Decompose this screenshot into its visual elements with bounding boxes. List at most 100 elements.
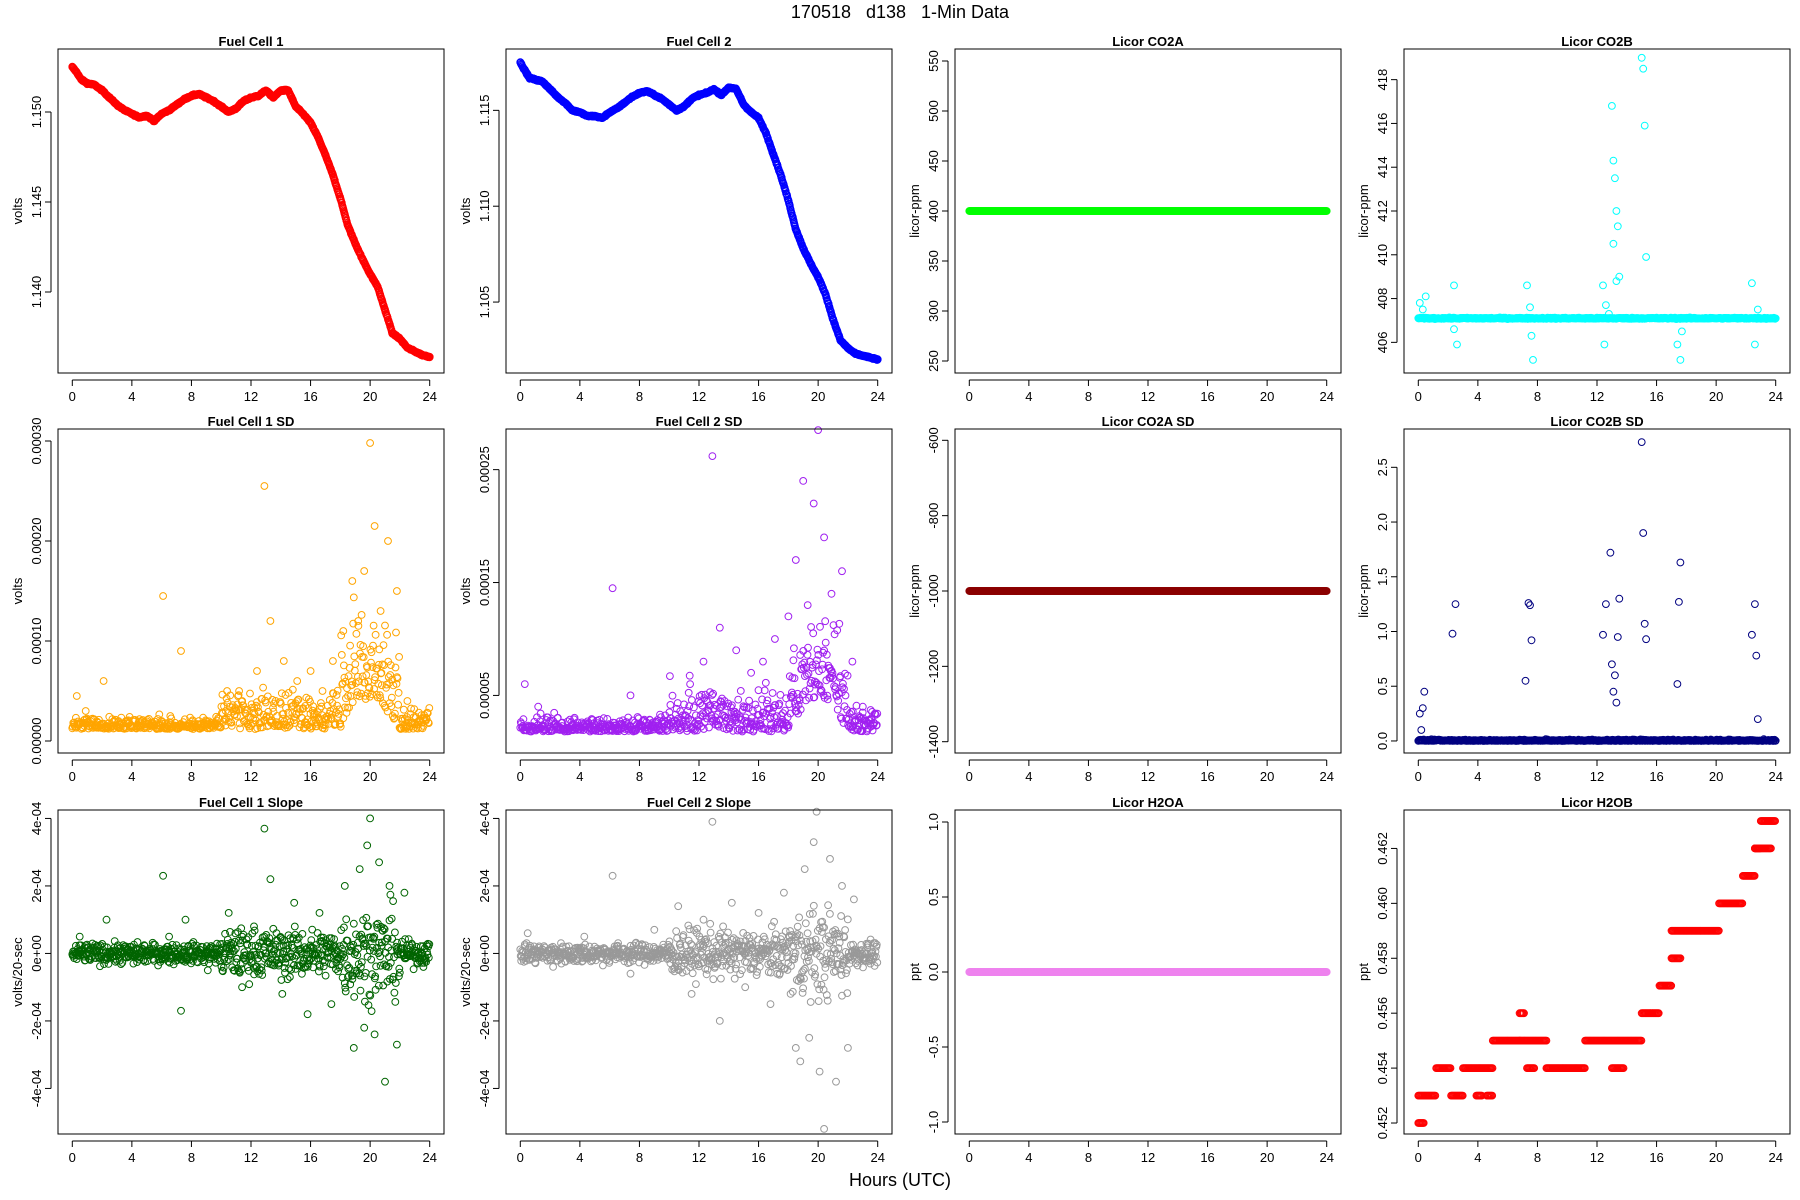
- data-point: [395, 653, 404, 661]
- data-point: [747, 668, 755, 677]
- data-point: [393, 587, 401, 595]
- data-point: [392, 628, 400, 637]
- data-point: [1640, 121, 1649, 130]
- data-point: [836, 336, 845, 345]
- series-fc1: [68, 62, 434, 362]
- y-tick-label: 0.00020: [29, 518, 44, 565]
- x-tick-label: 20: [811, 389, 825, 404]
- x-tick-label: 24: [870, 389, 884, 404]
- data-point: [83, 79, 92, 88]
- x-tick-label: 12: [692, 389, 706, 404]
- data-point: [172, 100, 181, 109]
- data-point: [1526, 303, 1534, 312]
- panel-co2b: 0 4 8 12 16 20 24406408410412414416418licor-pp…: [1356, 34, 1791, 404]
- x-tick-label: 20: [811, 769, 825, 784]
- data-point: [1612, 207, 1621, 215]
- data-point: [1608, 102, 1616, 110]
- panel-co2a: 0 4 8 12 16 20 24250300350400450500550licor-pp…: [907, 34, 1342, 404]
- y-tick-label: 550: [926, 50, 941, 72]
- data-point: [789, 656, 798, 665]
- data-point: [814, 273, 822, 282]
- data-point: [1673, 340, 1682, 349]
- data-point: [1678, 327, 1686, 336]
- data-point: [531, 75, 540, 84]
- data-point: [1523, 281, 1531, 290]
- data-point: [394, 688, 403, 697]
- data-point: [747, 108, 755, 117]
- data-point: [538, 77, 547, 86]
- data-point: [769, 150, 778, 159]
- y-tick-label: 416: [1375, 113, 1390, 135]
- data-point: [388, 329, 397, 338]
- data-point: [666, 701, 675, 709]
- x-tick-label: 20: [363, 389, 377, 404]
- data-point: [187, 91, 196, 100]
- data-point: [643, 87, 651, 96]
- data-point: [217, 102, 226, 111]
- panel-title: Fuel Cell 1 SD: [208, 414, 295, 429]
- y-tick-label: 1.150: [29, 96, 44, 129]
- x-tick-label: 4: [576, 769, 583, 784]
- x-axis: 0 4 8 12 16 20 24: [69, 379, 437, 404]
- data-point: [844, 344, 852, 353]
- data-point: [666, 672, 674, 680]
- x-tick-label: 8: [636, 769, 643, 784]
- data-point: [379, 641, 388, 649]
- data-point: [314, 133, 322, 142]
- data-point: [262, 86, 270, 95]
- x-axis: 0 4 8 12 16 20 24: [966, 379, 1334, 404]
- data-point: [90, 81, 99, 89]
- data-point: [68, 63, 77, 71]
- data-point: [799, 244, 808, 253]
- data-point: [516, 58, 525, 67]
- data-point: [72, 68, 81, 77]
- panel-title: Fuel Cell 2: [666, 34, 731, 49]
- y-tick-label: 1.145: [29, 186, 44, 219]
- data-point: [202, 93, 211, 102]
- data-point: [761, 678, 770, 687]
- data-point: [293, 677, 302, 685]
- data-point: [337, 651, 346, 659]
- data-point: [685, 671, 694, 680]
- data-point: [375, 645, 384, 654]
- y-tick-label: 450: [926, 150, 941, 172]
- data-point: [851, 349, 860, 358]
- data-point: [418, 351, 427, 359]
- data-point: [394, 700, 403, 709]
- data-point: [306, 118, 315, 127]
- data-point: [799, 477, 808, 485]
- data-point: [699, 657, 708, 666]
- x-tick-label: 24: [422, 769, 436, 784]
- data-point: [306, 667, 315, 675]
- series-co2a: [965, 207, 1331, 215]
- series-co2asd: [965, 587, 1331, 595]
- data-point: [376, 607, 385, 615]
- data-point: [710, 85, 718, 94]
- x-tick-label: 16: [303, 389, 317, 404]
- data-point: [180, 95, 188, 104]
- data-point: [695, 91, 703, 99]
- data-point: [318, 687, 327, 695]
- data-point: [553, 93, 562, 101]
- data-point: [520, 680, 529, 688]
- y-tick-label: 418: [1375, 69, 1390, 91]
- data-point: [366, 439, 375, 447]
- y-tick-label: 500: [926, 100, 941, 122]
- data-point: [403, 343, 412, 352]
- data-point: [1322, 207, 1331, 215]
- data-point: [383, 630, 392, 639]
- data-point: [1609, 156, 1618, 165]
- data-point: [576, 108, 584, 117]
- x-tick-label: 12: [244, 769, 258, 784]
- data-point: [736, 687, 745, 695]
- data-point: [745, 696, 753, 705]
- data-point: [520, 66, 529, 74]
- y-tick-label: 0.00025: [477, 446, 492, 493]
- data-point: [568, 106, 577, 115]
- data-point: [583, 112, 592, 120]
- y-axis-label: volts: [10, 577, 25, 604]
- data-point: [739, 100, 748, 109]
- data-point: [370, 522, 379, 530]
